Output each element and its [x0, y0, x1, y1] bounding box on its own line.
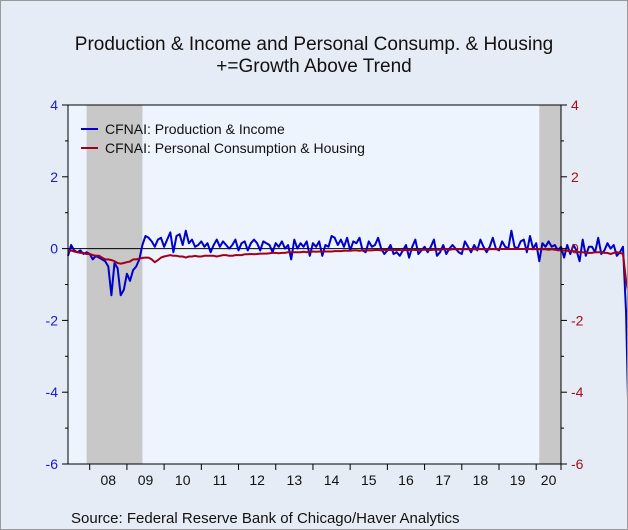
- chart-subtitle: +=Growth Above Trend: [216, 56, 412, 77]
- x-tick-label: 12: [249, 472, 265, 488]
- x-tick-label: 08: [101, 472, 117, 488]
- y-right-tick-label: -6: [571, 456, 584, 472]
- legend-label: CFNAI: Personal Consumption & Housing: [105, 140, 365, 156]
- x-tick-label: 16: [398, 472, 414, 488]
- x-tick-label: 09: [138, 472, 154, 488]
- y-right-tick-label: -4: [571, 384, 584, 400]
- y-left-tick-label: 0: [50, 241, 58, 257]
- x-tick-label: 17: [435, 472, 451, 488]
- x-tick-label: 20: [541, 472, 557, 488]
- y-right-tick-label: 2: [571, 169, 579, 185]
- recession-band-1: [86, 105, 143, 464]
- chart-title: Production & Income and Personal Consump…: [74, 34, 554, 55]
- source-note: Source: Federal Reserve Bank of Chicago/…: [71, 510, 460, 527]
- x-tick-label: 19: [510, 472, 526, 488]
- plot-area: [68, 105, 561, 464]
- y-right-tick-label: -2: [571, 312, 584, 328]
- x-tick-label: 10: [175, 472, 191, 488]
- x-tick-label: 15: [361, 472, 377, 488]
- x-tick-label: 13: [287, 472, 303, 488]
- y-left-tick-label: -6: [46, 456, 59, 472]
- x-tick-label: 14: [324, 472, 340, 488]
- y-left-tick-label: 2: [50, 169, 58, 185]
- y-right-tick-label: 4: [571, 97, 579, 113]
- series-line-personal-consumption-housing: [67, 248, 627, 291]
- legend-label: CFNAI: Production & Income: [105, 121, 285, 137]
- y-left-tick-label: -2: [46, 312, 59, 328]
- y-right-tick-label: 0: [571, 241, 579, 257]
- x-tick-label: 11: [213, 472, 228, 488]
- y-left-tick-label: -4: [46, 384, 59, 400]
- y-left-tick-label: 4: [50, 97, 58, 113]
- series-line-production-income: [67, 229, 627, 400]
- recession-band-2: [539, 105, 561, 464]
- x-tick-label: 18: [473, 472, 489, 488]
